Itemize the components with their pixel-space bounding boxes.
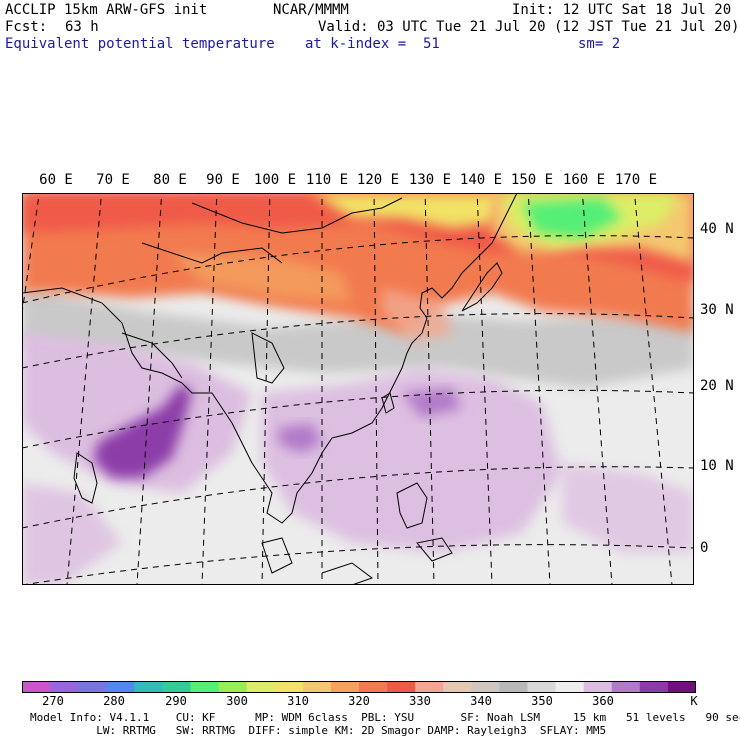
colorbar [22,681,696,693]
map-frame [22,193,694,585]
colorbar-swatch [499,681,528,693]
orange-patch [172,253,352,303]
lat-label: 10 N [700,458,734,474]
colorbar-unit: K [690,694,698,708]
model-title: ACCLIP 15km ARW-GFS init [5,2,208,18]
colorbar-label: 280 [103,694,125,708]
gray-band [22,288,694,388]
colorbar-swatch [106,681,135,693]
lon-label: 140 E [459,172,503,188]
init-time: Init: 12 UTC Sat 18 Jul 20 [512,2,732,18]
high-theta-core [94,383,192,478]
colorbar-swatch [302,681,332,693]
lon-label: 130 E [408,172,452,188]
colorbar-swatch [50,681,79,693]
coastlines [22,193,518,585]
field-name: Equivalent potential temperature [5,36,275,52]
colorbar-swatch [639,681,669,693]
colorbar-label: 360 [592,694,614,708]
lon-label: 110 E [305,172,349,188]
purple-patch [22,483,122,585]
lon-label: 80 E [153,172,187,188]
smoothing-value: sm= 2 [578,36,621,52]
colorbar-swatch [583,681,613,693]
colorbar-swatch [274,681,304,693]
theta-e-map [22,193,694,585]
colorbar-label: 270 [42,694,64,708]
colorbar-frame [22,681,696,693]
yellow-patch [312,193,502,228]
colorbar-swatch [218,681,248,693]
colorbar-swatch [667,681,696,693]
lon-label: 100 E [253,172,297,188]
colorbar-label: 290 [165,694,187,708]
colorbar-swatch [443,681,472,693]
forecast-hours: 63 h [65,19,99,35]
lat-label: 20 N [700,378,734,394]
purple-patch [562,463,694,553]
lon-label: 70 E [96,172,130,188]
model-info-line1: Model Info: V4.1.1 CU: KF MP: WDM 6class… [30,711,740,724]
lon-label: 90 E [206,172,240,188]
colorbar-label: 350 [531,694,553,708]
purple-patch [262,368,562,553]
colorbar-swatch [527,681,557,693]
green-patch [522,198,622,238]
lat-label: 30 N [700,302,734,318]
colorbar-swatch [246,681,276,693]
purple-patch [22,333,252,493]
colorbar-swatch [134,681,163,693]
lon-label: 170 E [614,172,658,188]
lon-label: 60 E [39,172,73,188]
colorbar-label: 330 [409,694,431,708]
lon-label: 160 E [562,172,606,188]
valid-time: Valid: 03 UTC Tue 21 Jul 20 (12 JST Tue … [318,19,740,35]
organization-label: NCAR/MMMM [273,2,349,18]
colorbar-swatch [330,681,360,693]
colorbar-swatch [22,681,51,693]
colorbar-swatch [611,681,641,693]
colorbar-swatch [190,681,220,693]
lat-label: 40 N [700,221,734,237]
colorbar-swatch [78,681,107,693]
lat-label: 0 [700,540,709,556]
colorbar-swatch [555,681,585,693]
lon-label: 150 E [510,172,554,188]
colorbar-label: 320 [348,694,370,708]
high-theta-core [277,423,322,453]
level-index: at k-index = 51 [305,36,440,52]
colorbar-label: 340 [470,694,492,708]
colorbar-swatch [415,681,444,693]
graticule [22,193,694,585]
colorbar-swatch [387,681,416,693]
colorbar-label: 300 [226,694,248,708]
lon-label: 120 E [356,172,400,188]
colorbar-label: 310 [287,694,309,708]
forecast-label: Fcst: [5,19,48,35]
colorbar-swatch [471,681,500,693]
colorbar-swatch [162,681,191,693]
colorbar-swatch [359,681,388,693]
salmon-patch [382,288,452,343]
model-info-line2: LW: RRTMG SW: RRTMG DIFF: simple KM: 2D … [30,724,607,737]
